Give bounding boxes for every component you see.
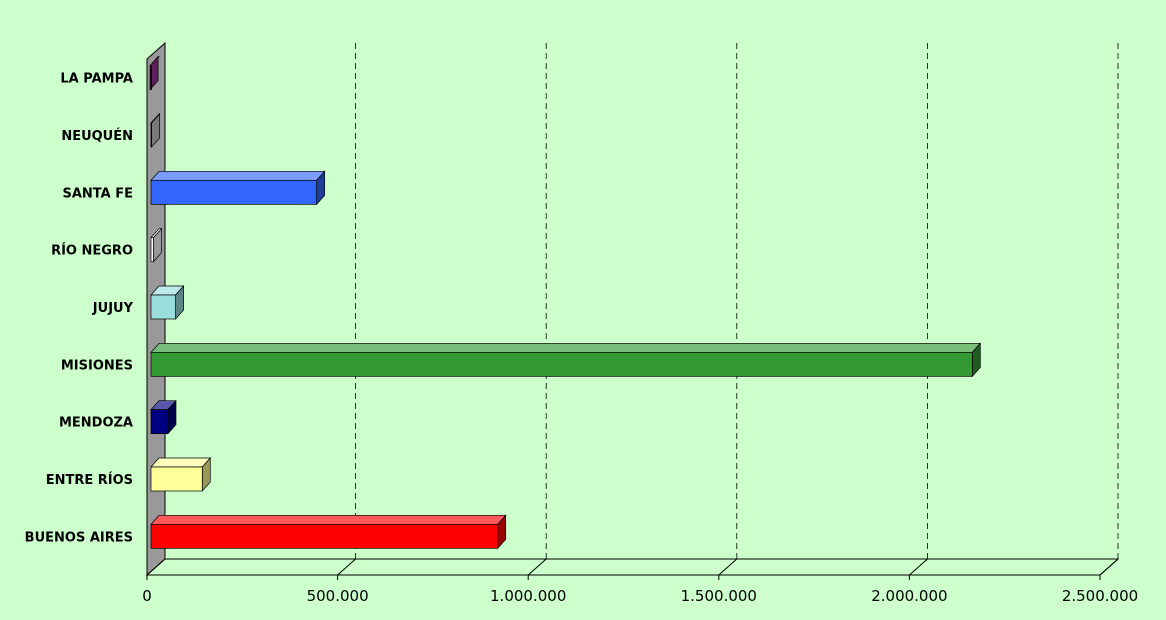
bar	[149, 55, 160, 91]
bar	[150, 514, 507, 550]
bar-front-face	[150, 237, 154, 263]
x-tick-label: 1.500.000	[681, 587, 757, 605]
category-label: RÍO NEGRO	[51, 243, 133, 259]
category-label: SANTA FE	[62, 186, 133, 201]
bar-top-face	[150, 170, 326, 181]
bar	[150, 285, 185, 320]
category-label: MISIONES	[61, 358, 133, 373]
bar	[150, 399, 177, 435]
floor-grid-diagonal	[909, 558, 928, 576]
bar-side-face	[149, 55, 159, 91]
x-tick-labels: 0 500.000 1.000.000 1.500.000 2.000.000 2.500…	[142, 587, 1138, 605]
category-label: JUJUY	[92, 301, 134, 316]
gridlines	[146, 43, 1119, 580]
category-label: LA PAMPA	[60, 72, 133, 87]
floor-grid-diagonal	[527, 558, 547, 576]
bar	[150, 342, 982, 378]
chart-walls	[145, 41, 1120, 577]
bar-front-face	[150, 179, 317, 205]
bar-front-face	[150, 466, 203, 492]
bar-front-face	[150, 351, 973, 377]
category-labels: BUENOS AIRES ENTRE RÍOS MENDOZA MISIONES JUJ…	[25, 72, 134, 546]
category-label: ENTRE RÍOS	[46, 472, 133, 488]
floor	[145, 558, 1120, 576]
category-label: MENDOZA	[59, 416, 133, 431]
bar-front-face	[150, 65, 152, 91]
x-tick-label: 500.000	[307, 587, 369, 605]
bar-series	[149, 55, 982, 550]
bar	[150, 170, 326, 206]
x-tick-label: 2.000.000	[871, 587, 947, 605]
bar-front-face	[150, 409, 169, 435]
x-tick-label: 1.000.000	[490, 587, 566, 605]
x-tick-label: 2.500.000	[1062, 587, 1138, 605]
bar-front-face	[150, 523, 499, 549]
bar-top-face	[150, 457, 212, 468]
bar	[150, 457, 212, 492]
floor-grid-diagonal	[337, 558, 356, 576]
x-tick-label: 0	[142, 587, 152, 605]
bar-front-face	[150, 294, 176, 320]
floor-grid-diagonal	[718, 558, 738, 576]
bar	[150, 113, 161, 148]
bar	[150, 227, 163, 263]
bar-front-face	[150, 122, 152, 148]
category-label: BUENOS AIRES	[25, 530, 133, 545]
floor-grid-diagonal	[1099, 558, 1119, 576]
category-label: NEUQUÉN	[61, 128, 133, 144]
bar-top-face	[150, 342, 982, 353]
bar-top-face	[150, 514, 507, 525]
